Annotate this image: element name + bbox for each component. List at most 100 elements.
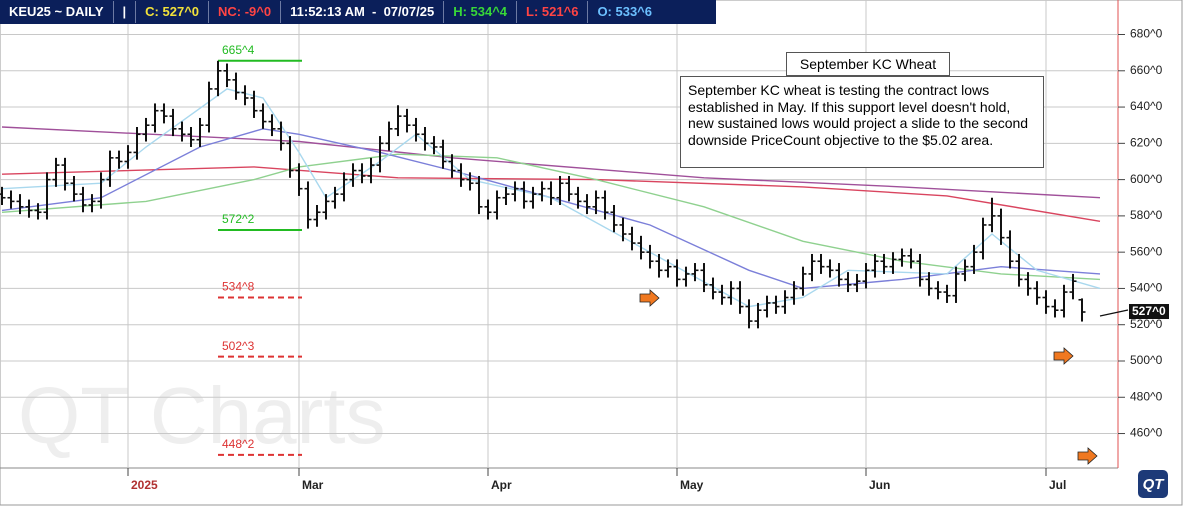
ohlc-bar <box>232 72 240 100</box>
level-label: 448^2 <box>222 437 255 451</box>
ohlc-bar <box>574 186 582 209</box>
ohlc-bar <box>70 175 78 202</box>
ohlc-bar <box>142 117 150 142</box>
y-tick-label: 660^0 <box>1130 63 1163 77</box>
ohlc-bar <box>844 272 852 293</box>
ohlc-bar <box>745 299 753 329</box>
ohlc-bar <box>907 248 915 269</box>
ohlc-bar <box>97 172 105 209</box>
ohlc-bar <box>565 175 573 202</box>
ohlc-bar <box>412 117 420 142</box>
moving-average <box>1 126 1101 199</box>
y-tick-label: 540^0 <box>1130 281 1163 295</box>
ohlc-bar <box>106 150 114 187</box>
ohlc-bar <box>178 121 186 142</box>
y-tick-label: 640^0 <box>1130 99 1163 113</box>
ohlc-bar <box>925 272 933 296</box>
ohlc-bar <box>979 217 987 260</box>
ohlc-bar <box>772 295 780 314</box>
ohlc-bar <box>52 157 60 187</box>
ohlc-bar <box>430 136 438 155</box>
ohlc-bar <box>79 186 87 213</box>
ohlc-bar <box>295 163 303 196</box>
ohlc-bar <box>43 172 51 220</box>
ohlc-bar <box>340 172 348 202</box>
ohlc-bar <box>871 253 879 278</box>
ohlc-bar <box>790 281 798 305</box>
ohlc-bar <box>61 157 69 191</box>
ohlc-bar <box>511 181 519 202</box>
level-label: 502^3 <box>222 339 255 353</box>
ohlc-bar <box>682 266 690 287</box>
ohlc-bar <box>808 253 816 282</box>
ohlc-bar <box>403 108 411 133</box>
arrow <box>1077 447 1098 465</box>
ohlc-bar <box>1024 272 1032 296</box>
ohlc-bar <box>547 181 555 206</box>
ohlc-bar <box>1051 299 1059 318</box>
x-tick-label: Apr <box>491 478 512 492</box>
time: 11:52:13 AM - 07/07/25 <box>281 1 445 23</box>
ohlc-bar <box>259 103 267 129</box>
ohlc-bar <box>1033 281 1041 305</box>
ohlc-bar <box>16 194 24 215</box>
arrow <box>1053 347 1074 365</box>
ohlc-bar <box>556 175 564 206</box>
ohlc-bar <box>349 163 357 187</box>
ohlc-bar <box>1015 253 1023 287</box>
ohlc-bar <box>358 163 366 184</box>
ohlc-bar <box>1069 273 1077 300</box>
ohlc-bar <box>826 259 834 278</box>
low: L: 521^6 <box>517 1 589 23</box>
ohlc-bar <box>277 121 285 151</box>
ohlc-bar <box>241 85 249 106</box>
x-tick-label: Jul <box>1049 478 1066 492</box>
ohlc-bar <box>268 114 276 137</box>
y-tick-label: 620^0 <box>1130 136 1163 150</box>
ohlc-bar <box>466 172 474 191</box>
ohlc-bar <box>88 194 96 213</box>
ohlc-bar <box>601 190 609 220</box>
ohlc-bar <box>736 281 744 314</box>
x-tick-label: Jun <box>869 478 890 492</box>
ohlc-bar <box>385 121 393 151</box>
ohlc-bar <box>664 259 672 278</box>
ohlc-bar <box>187 127 195 147</box>
ohlc-bar <box>835 263 843 287</box>
level-label: 572^2 <box>222 212 255 226</box>
ohlc-bar <box>214 60 222 97</box>
y-tick-label: 560^0 <box>1130 244 1163 258</box>
ohlc-bar <box>439 139 447 169</box>
net-change: NC: -9^0 <box>209 1 282 23</box>
ohlc-bar <box>331 186 339 209</box>
open: O: 533^6 <box>597 4 653 19</box>
ohlc-bar <box>592 190 600 215</box>
ohlc-bar <box>691 263 699 282</box>
watermark: QT Charts <box>18 371 386 460</box>
ohlc-bar <box>7 190 15 209</box>
ohlc-bar <box>817 253 825 274</box>
header-bar: KEU25 ~ DAILY | C: 527^0 NC: -9^0 11:52:… <box>0 0 716 24</box>
ohlc-bar <box>700 263 708 293</box>
ohlc-bar <box>376 136 384 173</box>
ohlc-bar <box>754 302 762 329</box>
y-tick-label: 600^0 <box>1130 172 1163 186</box>
ohlc-bar <box>889 252 897 274</box>
ohlc-bar <box>961 259 969 282</box>
ohlc-bar <box>205 81 213 133</box>
ohlc-bar <box>169 108 177 137</box>
ohlc-bar <box>655 253 663 278</box>
ohlc-bar <box>916 253 924 287</box>
ohlc-bar <box>304 181 312 229</box>
ohlc-bar <box>934 281 942 300</box>
last-price-pointer <box>1099 309 1129 317</box>
ohlc-bar <box>610 205 618 233</box>
ohlc-bar <box>781 290 789 314</box>
ohlc-bar <box>223 63 231 88</box>
close: C: 527^0 <box>136 1 210 23</box>
ohlc-bar <box>421 127 429 151</box>
symbol: KEU25 ~ DAILY <box>0 1 114 23</box>
x-tick-label: Mar <box>302 478 324 492</box>
